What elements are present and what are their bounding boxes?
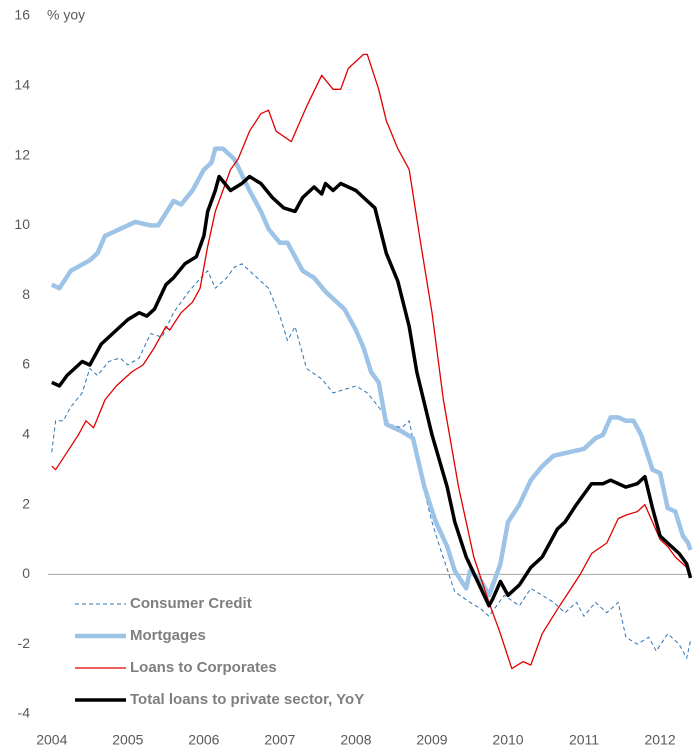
x-tick-label: 2007 (264, 732, 295, 748)
x-tick-label: 2009 (416, 732, 447, 748)
x-tick-label: 2012 (644, 732, 675, 748)
y-tick-label: 2 (22, 495, 30, 511)
series-line (51, 53, 692, 670)
y-tick-label: 6 (22, 356, 30, 372)
legend-label: Mortgages (130, 627, 206, 644)
x-tick-label: 2004 (36, 732, 67, 748)
y-tick-label: -4 (18, 705, 31, 721)
y-axis-label: % yoy (47, 7, 85, 23)
x-tick-label: 2010 (492, 732, 523, 748)
y-tick-label: 16 (14, 7, 30, 23)
x-tick-label: 2008 (340, 732, 371, 748)
series-line (51, 174, 693, 608)
y-tick-label: 8 (22, 286, 30, 302)
y-tick-label: 10 (14, 216, 30, 232)
legend-label: Consumer Credit (130, 595, 252, 612)
x-tick-label: 2005 (112, 732, 143, 748)
legend-label: Total loans to private sector, YoY (130, 691, 364, 708)
x-tick-label: 2006 (188, 732, 219, 748)
y-tick-label: 4 (22, 426, 30, 442)
legend-label: Loans to Corporates (130, 659, 277, 676)
y-tick-label: 12 (14, 146, 30, 162)
y-tick-label: 14 (14, 77, 30, 93)
y-tick-label: 0 (22, 565, 30, 581)
series-line (51, 263, 691, 659)
y-tick-label: -2 (18, 635, 31, 651)
x-tick-label: 2011 (569, 732, 599, 748)
series-line (50, 146, 693, 598)
